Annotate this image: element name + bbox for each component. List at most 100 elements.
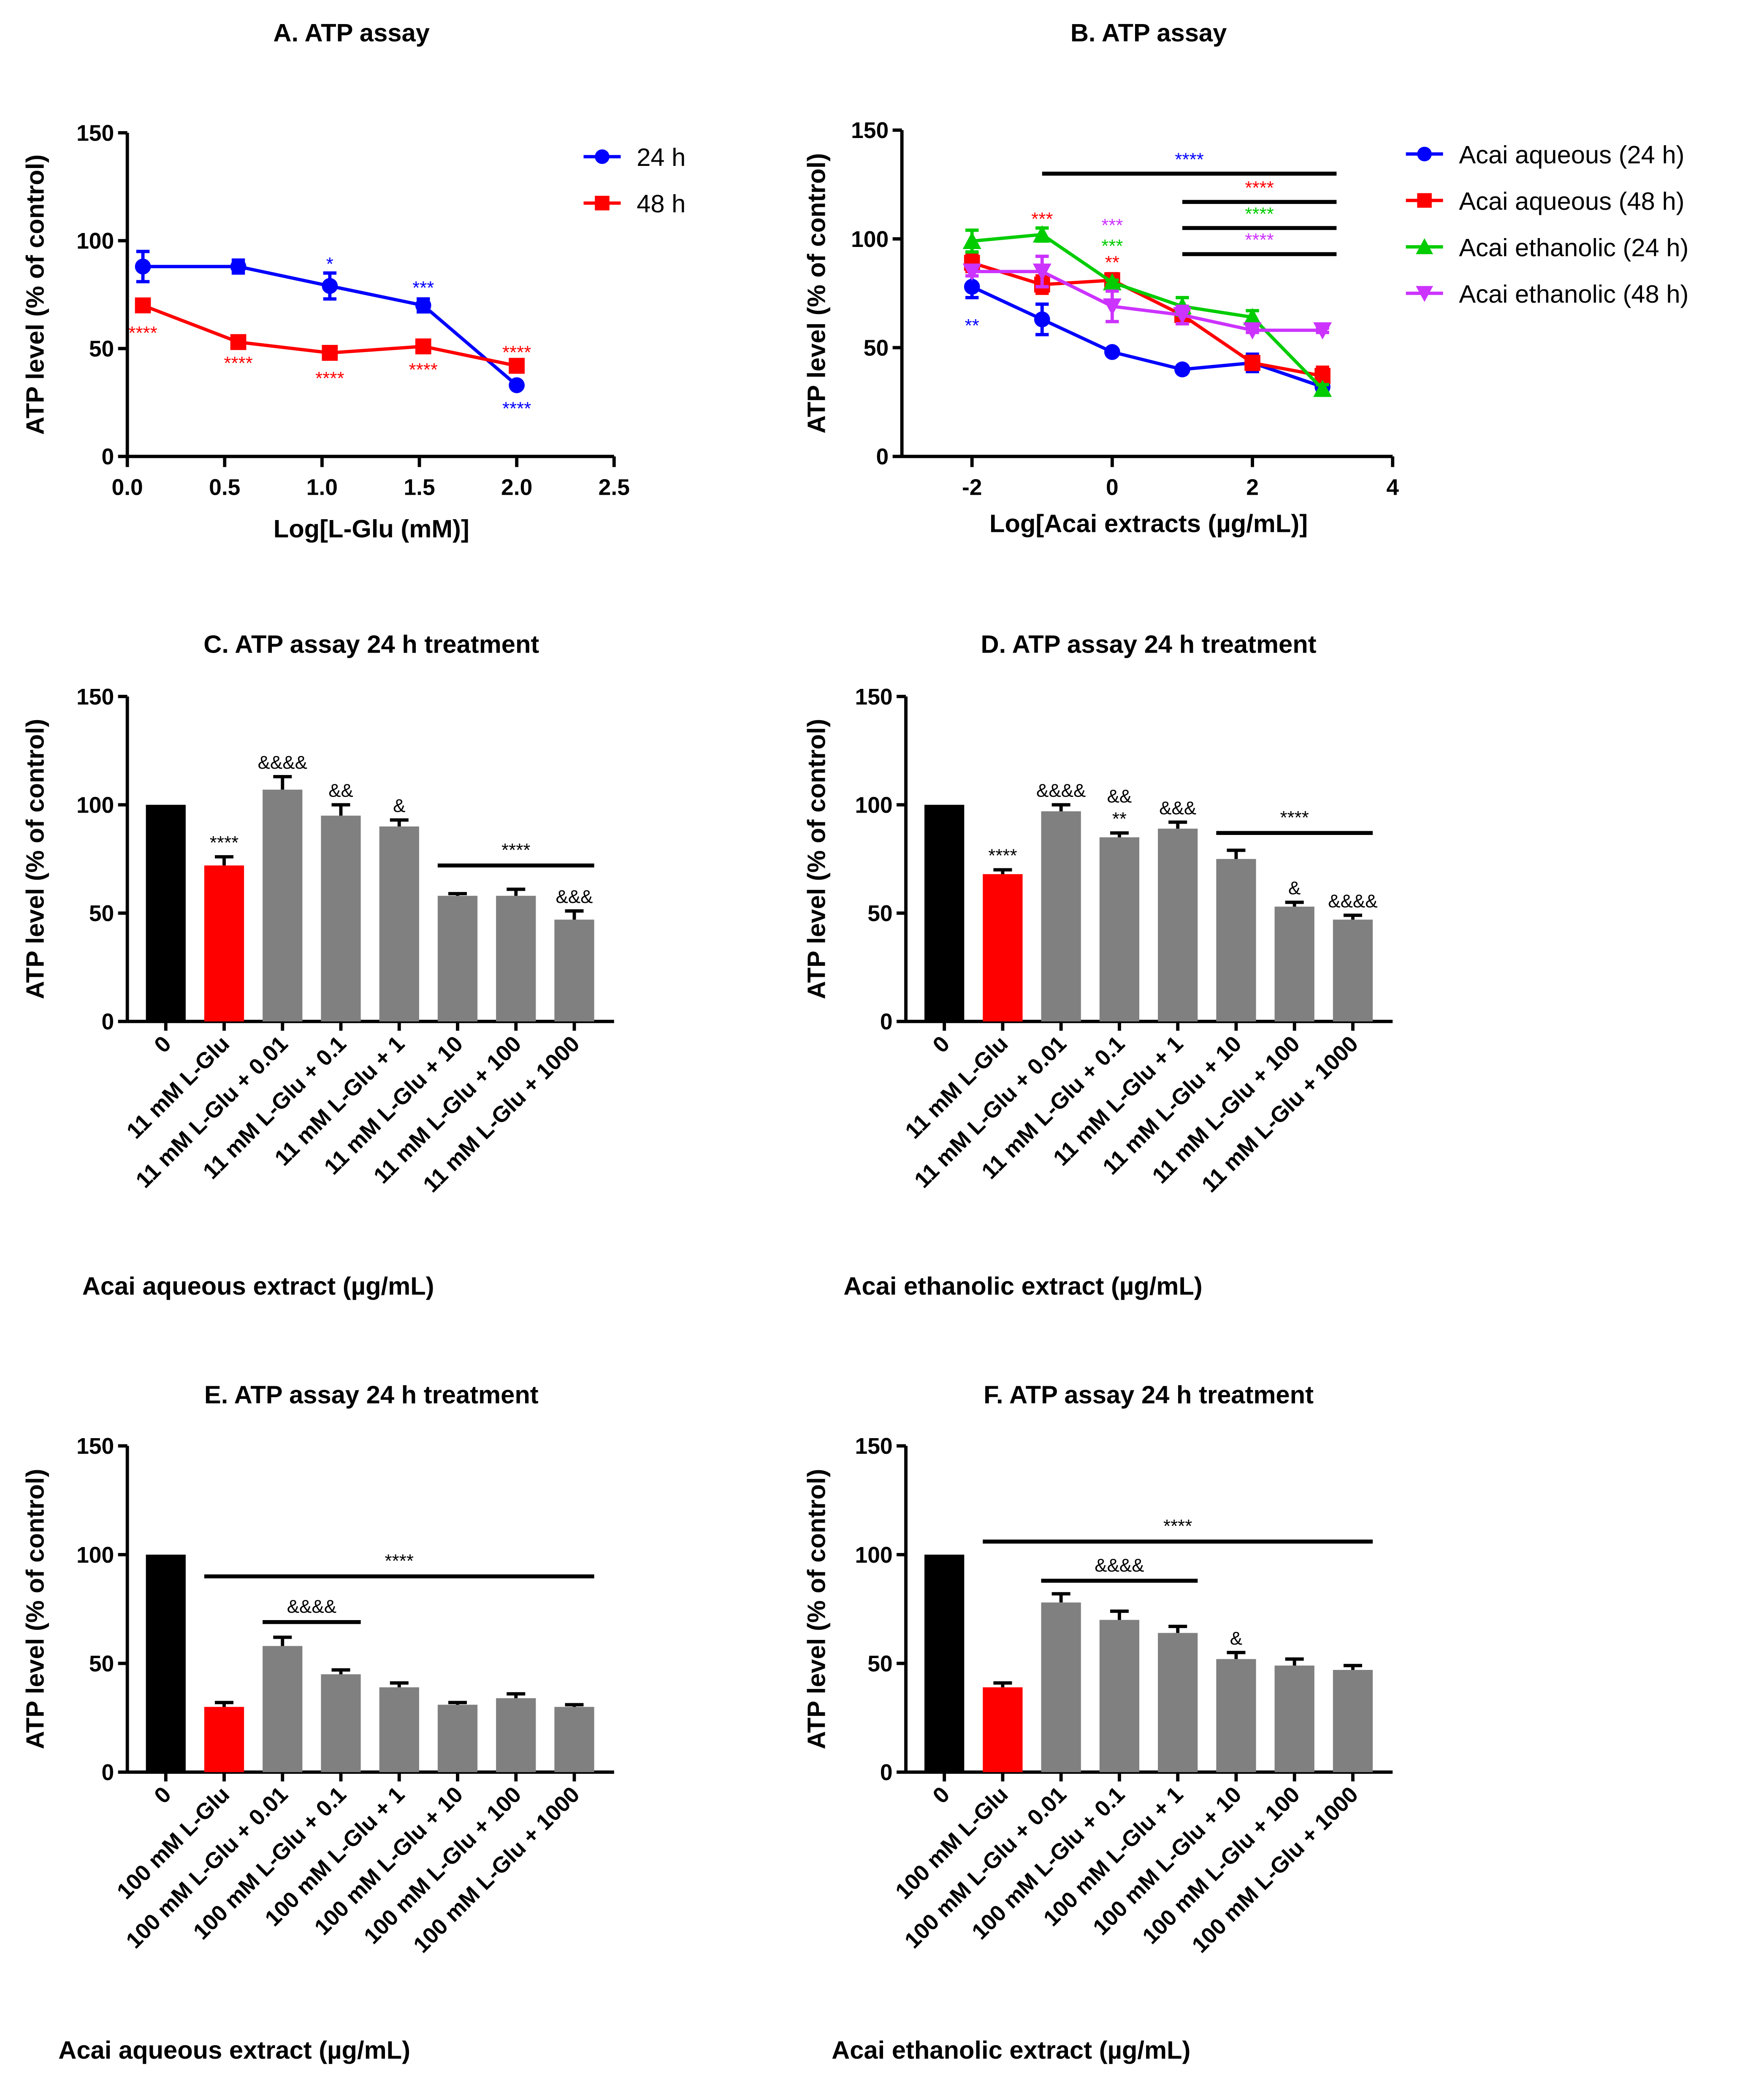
bar: [1216, 1659, 1256, 1772]
bracket-label: &&&&: [1095, 1555, 1144, 1576]
significance-label: ****: [210, 832, 238, 853]
series-acai-ethanolic-48-h-: [962, 255, 1332, 340]
x-tick-label: 1.0: [306, 475, 338, 500]
y-tick-label: 0: [876, 444, 889, 469]
circle-marker: [1104, 344, 1120, 360]
significance-annotation: ***: [1101, 215, 1123, 236]
x-tick-label: 2.0: [501, 475, 532, 500]
significance-label: &&&: [1159, 798, 1196, 818]
error-bar: [507, 887, 526, 896]
error-bar: [1227, 1650, 1246, 1659]
significance-label: &&&: [556, 886, 593, 907]
y-tick-label: 150: [76, 121, 114, 146]
bar: [437, 1705, 478, 1772]
error-bar: [1051, 803, 1070, 811]
bracket-label: ****: [1280, 807, 1309, 828]
series-48-h: [135, 297, 525, 374]
error-bar: [448, 892, 467, 896]
chart-title: C. ATP assay 24 h treatment: [203, 630, 539, 658]
error-bar: [448, 1701, 467, 1705]
series-line: [972, 270, 1323, 332]
x-tick-label: -2: [962, 475, 982, 500]
triangle-up-marker: [1313, 379, 1332, 397]
x-axis-label: Acai ethanolic extract (µg/mL): [843, 1272, 1202, 1300]
y-tick-label: 150: [855, 1434, 893, 1459]
triangle-up-marker: [1243, 308, 1262, 325]
circle-marker: [135, 258, 151, 275]
bar: [1274, 906, 1314, 1022]
error-bar: [565, 909, 584, 920]
circle-marker: [230, 258, 247, 275]
error-bar: [1168, 820, 1187, 829]
x-axis-label: Acai ethanolic extract (µg/mL): [832, 2036, 1190, 2064]
y-tick-label: 50: [89, 337, 114, 362]
chart-title: F. ATP assay 24 h treatment: [984, 1381, 1314, 1409]
y-axis-label: ATP level (% of control): [21, 719, 49, 999]
circle-marker: [509, 377, 525, 393]
x-tick-label: 0: [928, 1782, 955, 1809]
error-bar: [507, 1692, 526, 1699]
circle-marker: [595, 149, 610, 164]
error-bar: [390, 818, 409, 827]
chart-title: D. ATP assay 24 h treatment: [981, 630, 1317, 658]
bar: [263, 1646, 303, 1772]
significance-annotation: ***: [1031, 209, 1053, 229]
significance-annotation: ****: [409, 360, 438, 380]
error-bar: [565, 1703, 584, 1707]
legend-label: 24 h: [637, 143, 686, 171]
y-tick-label: 50: [867, 1651, 892, 1676]
bar: [204, 1707, 244, 1772]
significance-label: &: [393, 796, 405, 816]
bracket-label: &&&&: [287, 1596, 336, 1617]
significance-label: &: [1230, 1628, 1242, 1649]
bar: [496, 1698, 536, 1772]
y-axis-label: ATP level (% of control): [802, 153, 830, 434]
x-tick-label: 0: [149, 1782, 176, 1809]
triangle-down-marker: [1243, 322, 1262, 340]
error-bar: [331, 803, 350, 816]
x-axis-label: Acai aqueous extract (µg/mL): [82, 1272, 434, 1300]
x-tick-label: 11 mM L-Glu: [122, 1031, 234, 1144]
bar: [924, 1554, 965, 1772]
legend-label: 48 h: [637, 190, 686, 218]
error-bar: [1168, 1625, 1187, 1633]
bracket-label: ****: [1245, 203, 1274, 224]
bracket-label: ****: [1163, 1516, 1192, 1537]
significance-annotation: ***: [412, 277, 434, 298]
legend-label: Acai aqueous (24 h): [1459, 141, 1684, 169]
x-tick-label: 2: [1246, 475, 1259, 500]
panel-d: D. ATP assay 24 h treatment ATP level (% …: [802, 630, 1393, 1300]
bracket-label: ****: [1175, 149, 1203, 170]
significance-label: **: [1112, 808, 1127, 829]
error-bar: [1227, 848, 1246, 859]
significance-label: &&: [328, 780, 353, 801]
y-tick-label: 50: [89, 901, 114, 926]
triangle-up-marker: [962, 232, 981, 249]
x-axis-label: Log[L-Glu (mM)]: [274, 515, 469, 543]
bar: [554, 1707, 594, 1772]
bar: [1333, 919, 1373, 1022]
bar: [924, 805, 965, 1022]
bar: [1158, 1633, 1198, 1772]
bar: [1099, 1620, 1140, 1772]
y-tick-label: 150: [851, 118, 889, 143]
bar: [146, 1554, 186, 1772]
x-tick-label: 0: [1106, 475, 1119, 500]
panel-c: C. ATP assay 24 h treatment ATP level (% …: [21, 630, 614, 1300]
significance-annotation: *: [326, 254, 333, 274]
y-axis-label: ATP level (% of control): [802, 719, 830, 999]
y-tick-label: 100: [855, 793, 893, 818]
square-marker: [595, 195, 610, 211]
error-bar: [331, 1668, 350, 1675]
y-tick-label: 50: [89, 1651, 114, 1676]
panel-a: A. ATP assay ATP level (% of control) 0 50 1…: [21, 19, 686, 543]
y-tick-label: 0: [880, 1760, 893, 1785]
circle-marker: [415, 297, 431, 314]
x-tick-label: 0: [149, 1031, 176, 1058]
series-line: [971, 285, 1323, 389]
x-tick-label: 2.5: [599, 475, 630, 500]
y-tick-label: 100: [76, 229, 114, 254]
bar: [983, 1687, 1023, 1772]
bar: [496, 896, 536, 1022]
